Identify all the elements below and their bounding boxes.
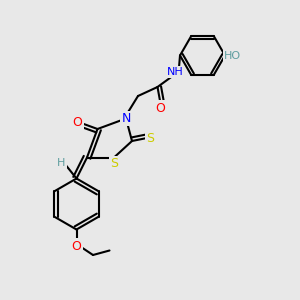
Text: H: H: [57, 158, 66, 169]
Text: S: S: [110, 157, 118, 170]
Text: HO: HO: [224, 50, 241, 61]
Text: NH: NH: [167, 67, 184, 77]
Text: N: N: [121, 112, 131, 125]
Text: O: O: [156, 101, 165, 115]
Text: O: O: [72, 239, 81, 253]
Text: S: S: [147, 131, 154, 145]
Text: O: O: [73, 116, 82, 130]
